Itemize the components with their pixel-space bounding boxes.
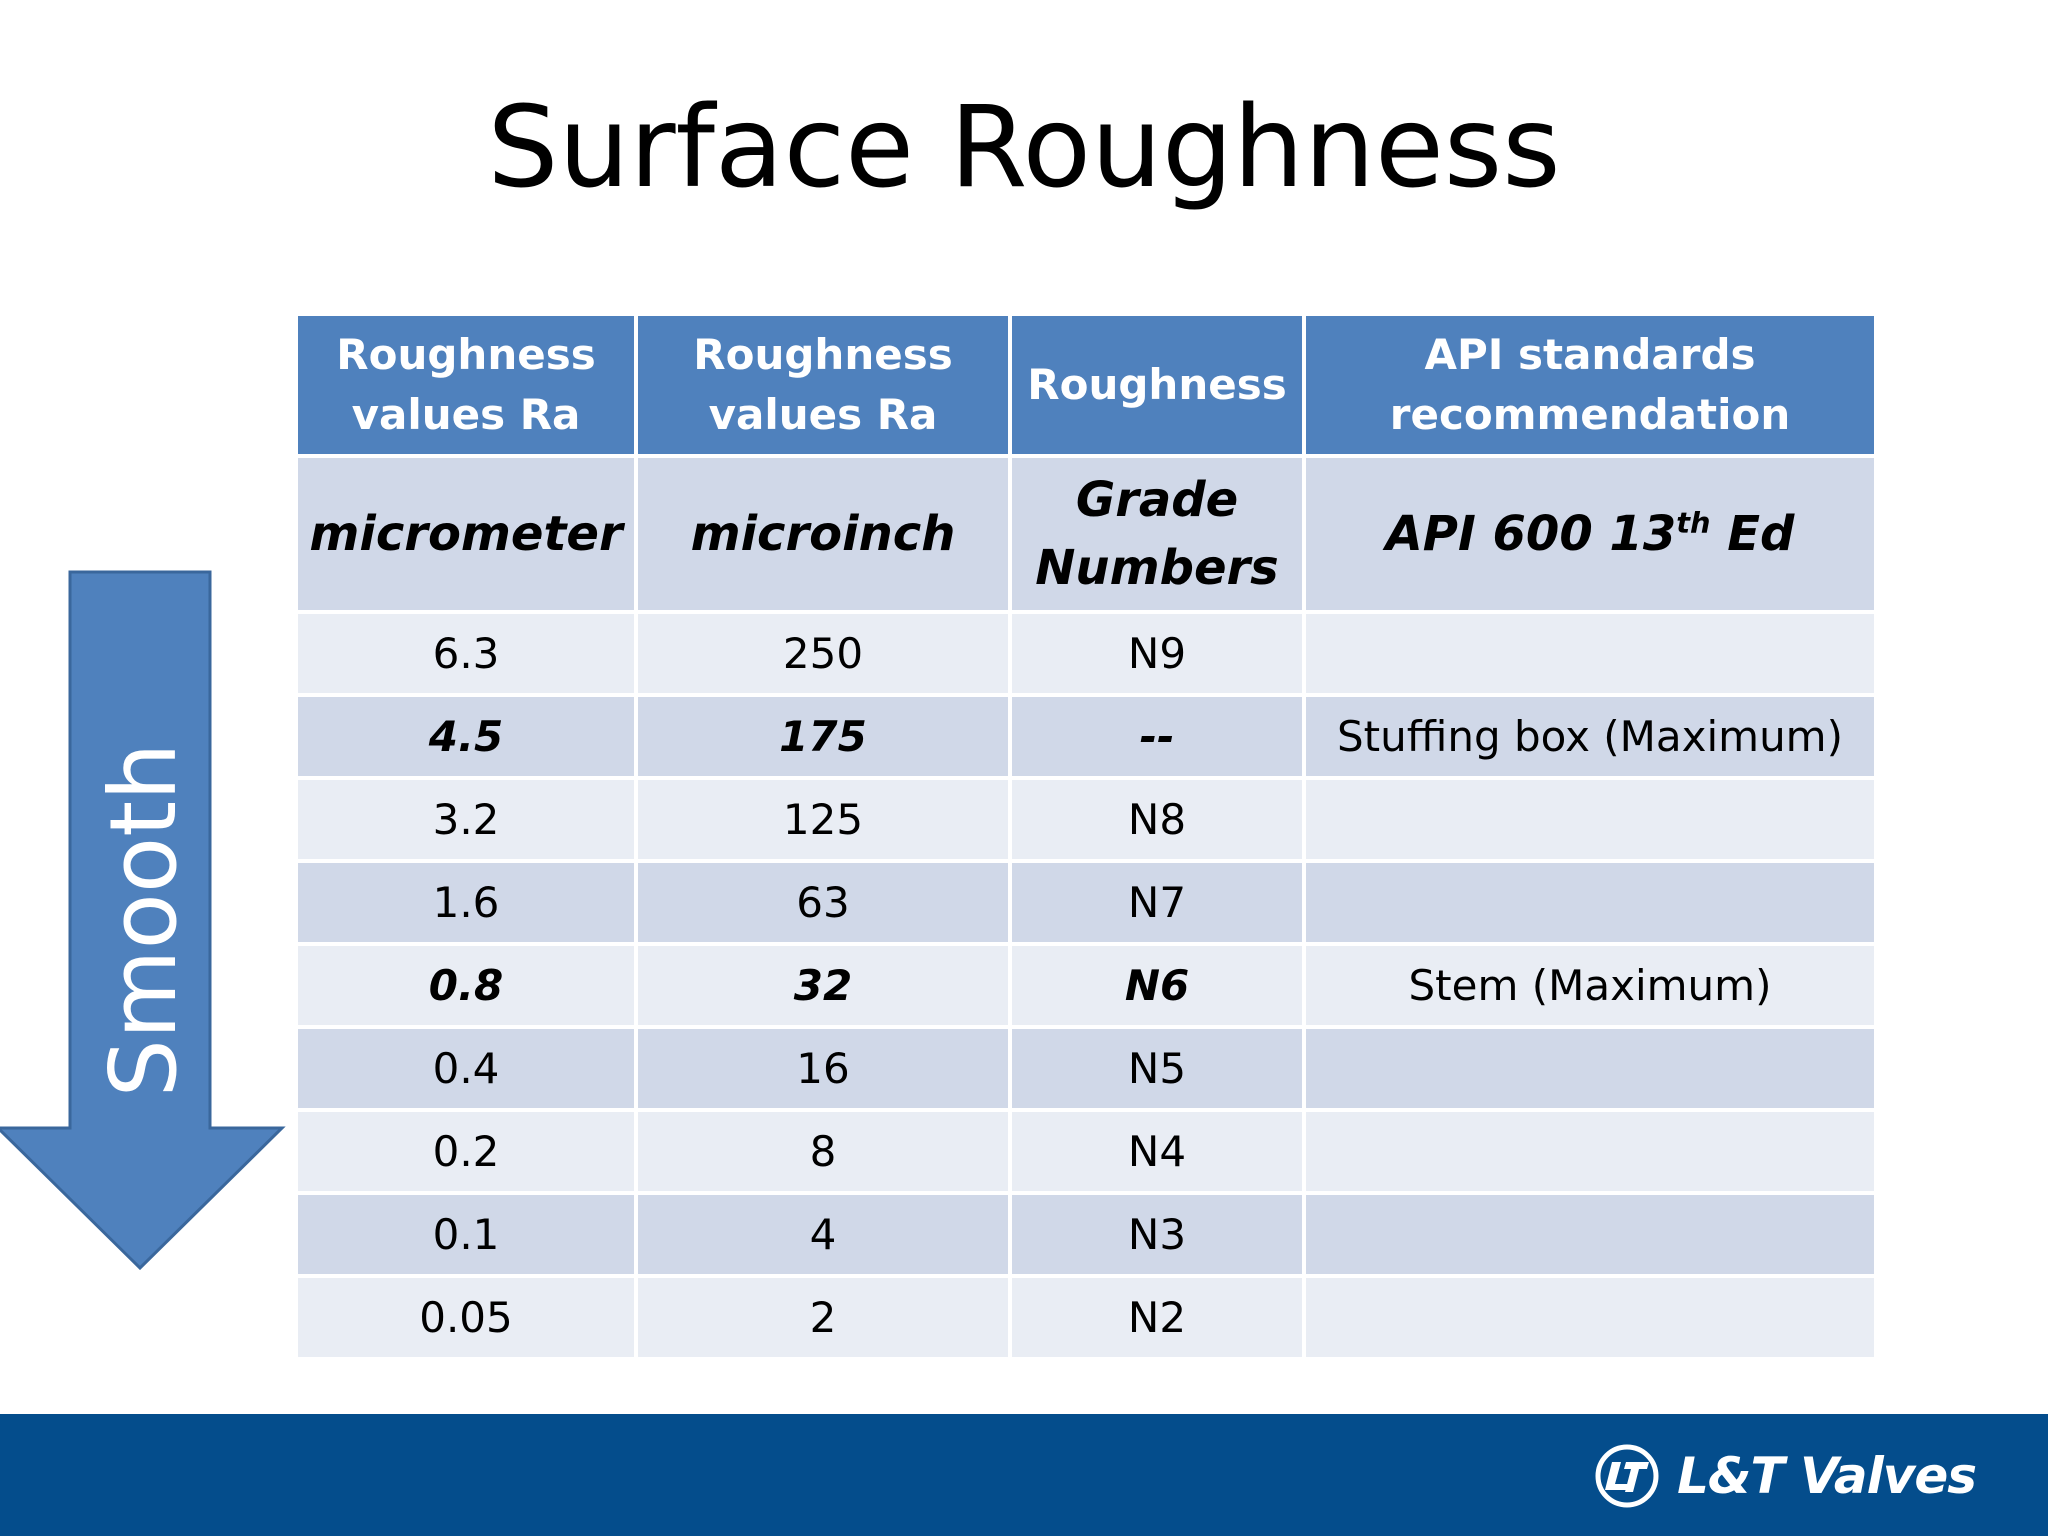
cell-api (1306, 1112, 1874, 1191)
table-row: 3.2 125 N8 (298, 780, 1874, 859)
cell-micrometer: 4.5 (298, 697, 634, 776)
cell-grade: N3 (1012, 1195, 1302, 1274)
table-row: 0.8 32 N6 Stem (Maximum) (298, 946, 1874, 1025)
cell-micrometer: 0.8 (298, 946, 634, 1025)
table-row: 0.1 4 N3 (298, 1195, 1874, 1274)
api-edition-sup: th (1676, 505, 1711, 540)
header-line: values Ra (351, 390, 581, 439)
roughness-table: Roughness values Ra Roughness values Ra … (294, 312, 1878, 1361)
header-line: Roughness (1027, 360, 1287, 409)
cell-micrometer: 0.05 (298, 1278, 634, 1357)
table-units-row: micrometer microinch Grade Numbers API 6… (298, 458, 1874, 610)
cell-api (1306, 614, 1874, 693)
table-row: 0.4 16 N5 (298, 1029, 1874, 1108)
cell-micrometer: 3.2 (298, 780, 634, 859)
table-row: 0.2 8 N4 (298, 1112, 1874, 1191)
cell-micrometer: 6.3 (298, 614, 634, 693)
cell-api: Stem (Maximum) (1306, 946, 1874, 1025)
table-header-row: Roughness values Ra Roughness values Ra … (298, 316, 1874, 454)
cell-api (1306, 1278, 1874, 1357)
unit-grade-line: Numbers (1035, 540, 1279, 596)
header-line: API standards (1424, 330, 1756, 379)
unit-grade-line: Grade (1075, 472, 1239, 528)
table-row: 4.5 175 -- Stuffing box (Maximum) (298, 697, 1874, 776)
cell-grade: -- (1012, 697, 1302, 776)
cell-microinch: 2 (638, 1278, 1008, 1357)
header-cell-roughness: Roughness (1012, 316, 1302, 454)
unit-grade-numbers: Grade Numbers (1012, 458, 1302, 610)
cell-api (1306, 1195, 1874, 1274)
cell-api (1306, 863, 1874, 942)
footer-bar: L&T Valves (0, 1414, 2048, 1536)
cell-microinch: 63 (638, 863, 1008, 942)
header-line: recommendation (1389, 390, 1791, 439)
cell-api: Stuffing box (Maximum) (1306, 697, 1874, 776)
cell-grade: N6 (1012, 946, 1302, 1025)
table-row: 0.05 2 N2 (298, 1278, 1874, 1357)
cell-microinch: 4 (638, 1195, 1008, 1274)
cell-grade: N8 (1012, 780, 1302, 859)
smooth-arrow-icon (0, 570, 286, 1270)
table-row: 1.6 63 N7 (298, 863, 1874, 942)
api-edition-suffix: Ed (1710, 506, 1795, 562)
table-body: 6.3 250 N9 4.5 175 -- Stuffing box (Maximum) 3.… (298, 614, 1874, 1357)
logo-text: L&T Valves (1677, 1447, 1977, 1505)
cell-microinch: 16 (638, 1029, 1008, 1108)
unit-micrometer: micrometer (298, 458, 634, 610)
header-line: Roughness (693, 330, 953, 379)
cell-micrometer: 0.4 (298, 1029, 634, 1108)
cell-micrometer: 1.6 (298, 863, 634, 942)
cell-grade: N4 (1012, 1112, 1302, 1191)
header-cell-ra-micrometer: Roughness values Ra (298, 316, 634, 454)
cell-grade: N7 (1012, 863, 1302, 942)
cell-api (1306, 780, 1874, 859)
cell-grade: N2 (1012, 1278, 1302, 1357)
table-row: 6.3 250 N9 (298, 614, 1874, 693)
cell-microinch: 125 (638, 780, 1008, 859)
unit-api-edition: API 600 13th Ed (1306, 458, 1874, 610)
lt-logo-icon (1595, 1444, 1659, 1508)
cell-microinch: 250 (638, 614, 1008, 693)
cell-microinch: 175 (638, 697, 1008, 776)
cell-micrometer: 0.1 (298, 1195, 634, 1274)
header-cell-api: API standards recommendation (1306, 316, 1874, 454)
cell-microinch: 32 (638, 946, 1008, 1025)
unit-microinch: microinch (638, 458, 1008, 610)
api-edition-prefix: API 600 13 (1385, 506, 1677, 562)
header-cell-ra-microinch: Roughness values Ra (638, 316, 1008, 454)
cell-micrometer: 0.2 (298, 1112, 634, 1191)
cell-grade: N9 (1012, 614, 1302, 693)
header-line: values Ra (708, 390, 938, 439)
company-logo: L&T Valves (1593, 1444, 1977, 1508)
cell-grade: N5 (1012, 1029, 1302, 1108)
slide-title: Surface Roughness (487, 83, 1561, 213)
cell-microinch: 8 (638, 1112, 1008, 1191)
arrow-label: Smooth (89, 742, 197, 1098)
header-line: Roughness (336, 330, 596, 379)
cell-api (1306, 1029, 1874, 1108)
